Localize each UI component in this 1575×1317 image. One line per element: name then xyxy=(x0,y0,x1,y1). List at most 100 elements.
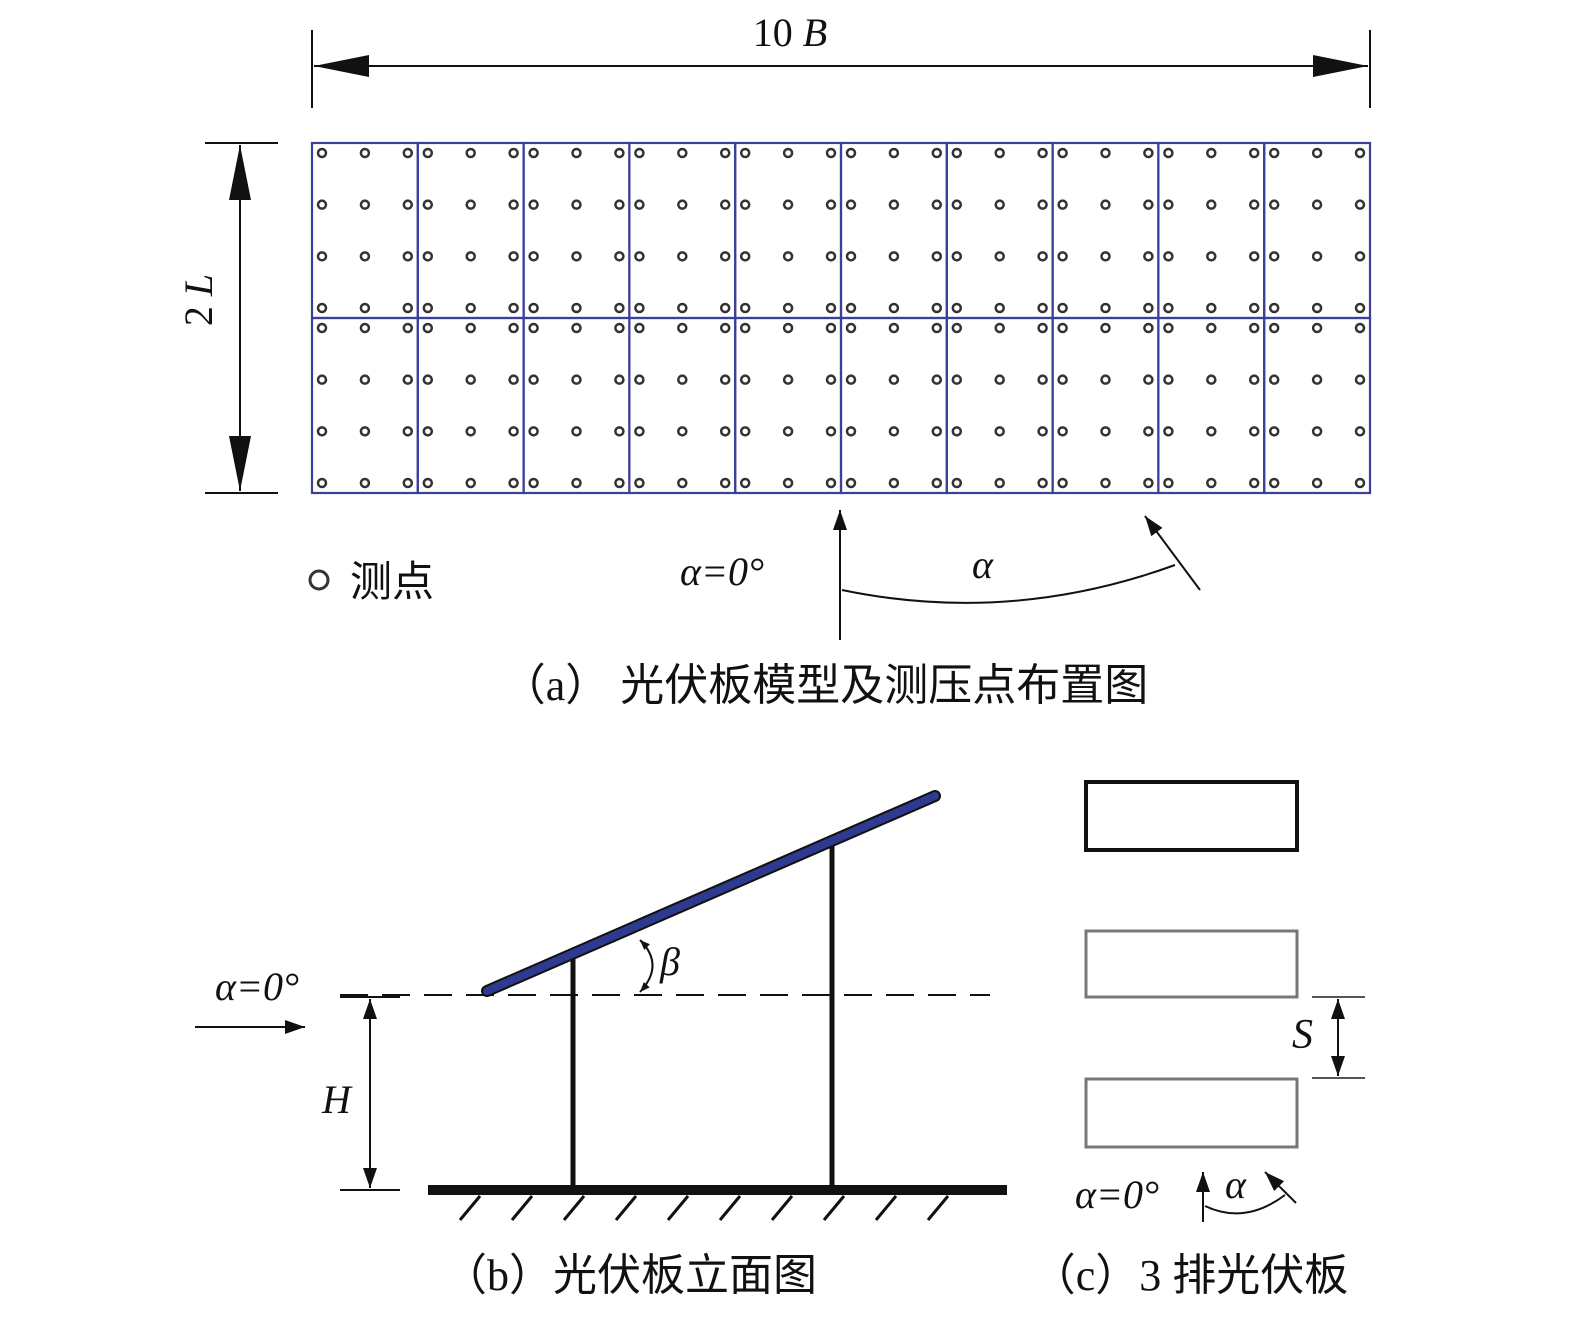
pressure-tap xyxy=(634,322,645,334)
pressure-tap xyxy=(422,147,434,159)
pressure-tap xyxy=(994,199,1005,210)
pressure-tap xyxy=(1100,374,1111,385)
pressure-tap xyxy=(508,426,519,437)
pressure-tap xyxy=(571,426,582,437)
pressure-tap xyxy=(782,302,794,314)
pressure-tap xyxy=(508,302,519,314)
pressure-tap xyxy=(719,302,731,314)
pressure-tap xyxy=(994,251,1005,262)
pressure-tap xyxy=(1311,426,1323,437)
alpha-label-c: α xyxy=(1225,1162,1247,1207)
pressure-tap xyxy=(1163,426,1174,437)
height-label: 2 L xyxy=(176,274,221,326)
pressure-tap xyxy=(465,147,476,159)
pressure-tap xyxy=(888,251,900,262)
pressure-tap xyxy=(1100,426,1111,437)
hatch-mark xyxy=(562,1195,586,1221)
pressure-tap xyxy=(508,322,519,334)
pressure-tap xyxy=(359,147,371,159)
panel-cell xyxy=(628,316,737,495)
pressure-tap xyxy=(825,374,837,385)
pressure-tap xyxy=(719,251,731,262)
pressure-tap xyxy=(739,251,751,262)
pressure-tap xyxy=(951,374,963,385)
pressure-tap xyxy=(465,302,476,314)
pressure-tap xyxy=(739,477,751,489)
pressure-tap xyxy=(888,426,900,437)
pressure-tap xyxy=(951,426,963,437)
pressure-tap xyxy=(951,322,963,334)
pressure-tap xyxy=(1268,302,1280,314)
pressure-tap xyxy=(1037,426,1048,437)
pressure-tap xyxy=(951,477,963,489)
pressure-tap xyxy=(739,302,751,314)
legend-label: 测点 xyxy=(350,560,434,606)
height-dimension xyxy=(205,142,278,494)
pressure-tap xyxy=(1354,374,1366,385)
pressure-tap xyxy=(465,374,476,385)
pressure-tap xyxy=(677,426,688,437)
pressure-tap xyxy=(571,302,582,314)
pressure-tap xyxy=(888,374,900,385)
pressure-tap xyxy=(782,426,794,437)
panel-cell xyxy=(416,316,525,495)
pressure-tap xyxy=(1163,322,1174,334)
pressure-tap xyxy=(528,147,539,159)
pressure-tap xyxy=(571,147,582,159)
pressure-tap xyxy=(316,322,328,334)
hatch-mark xyxy=(614,1195,638,1221)
pressure-tap xyxy=(739,426,751,437)
pressure-tap xyxy=(402,199,414,210)
pressure-tap xyxy=(1268,322,1280,334)
height-dimension-b xyxy=(340,996,400,1191)
pressure-tap xyxy=(1163,477,1174,489)
hatch-mark xyxy=(510,1195,534,1221)
pressure-tap xyxy=(528,477,539,489)
pressure-tap xyxy=(1206,302,1217,314)
pressure-tap xyxy=(719,322,731,334)
pressure-tap xyxy=(1311,477,1323,489)
pressure-tap xyxy=(825,322,837,334)
panel-row-2 xyxy=(1084,929,1299,999)
pressure-tap xyxy=(1057,477,1068,489)
pressure-tap xyxy=(1100,147,1111,159)
pressure-tap xyxy=(719,199,731,210)
pressure-tap xyxy=(739,147,751,159)
pressure-tap xyxy=(1206,251,1217,262)
pressure-tap xyxy=(571,199,582,210)
pressure-tap xyxy=(931,477,943,489)
pressure-tap xyxy=(1037,251,1048,262)
panel-row-3 xyxy=(1084,1077,1299,1149)
pressure-tap xyxy=(1268,251,1280,262)
pressure-tap xyxy=(359,426,371,437)
pressure-tap xyxy=(994,374,1005,385)
pressure-tap xyxy=(1268,426,1280,437)
pressure-tap xyxy=(508,374,519,385)
pressure-tap xyxy=(614,302,625,314)
alpha-zero-label: α=0° xyxy=(680,549,764,594)
pressure-tap xyxy=(1354,426,1366,437)
pressure-tap xyxy=(1268,374,1280,385)
pressure-tap xyxy=(528,322,539,334)
pressure-tap xyxy=(719,374,731,385)
pressure-tap xyxy=(1100,322,1111,334)
panel-cell xyxy=(1263,316,1372,495)
pressure-tap xyxy=(359,251,371,262)
pressure-tap xyxy=(825,251,837,262)
pressure-tap xyxy=(614,477,625,489)
pressure-tap xyxy=(888,199,900,210)
pressure-tap xyxy=(1057,322,1068,334)
pressure-tap xyxy=(1268,147,1280,159)
pressure-tap xyxy=(508,199,519,210)
pressure-tap xyxy=(677,302,688,314)
pressure-tap xyxy=(782,147,794,159)
panel-a: 10 B 2 L 测点 α=0° α （a） 光伏板模型及测压点布置图 xyxy=(176,10,1372,710)
pressure-tap xyxy=(845,374,857,385)
pressure-tap xyxy=(1354,477,1366,489)
pressure-tap xyxy=(1143,302,1154,314)
panel-cell xyxy=(839,316,948,495)
pressure-tap xyxy=(951,199,963,210)
pressure-tap xyxy=(1100,477,1111,489)
pressure-tap xyxy=(931,426,943,437)
pressure-tap xyxy=(634,477,645,489)
